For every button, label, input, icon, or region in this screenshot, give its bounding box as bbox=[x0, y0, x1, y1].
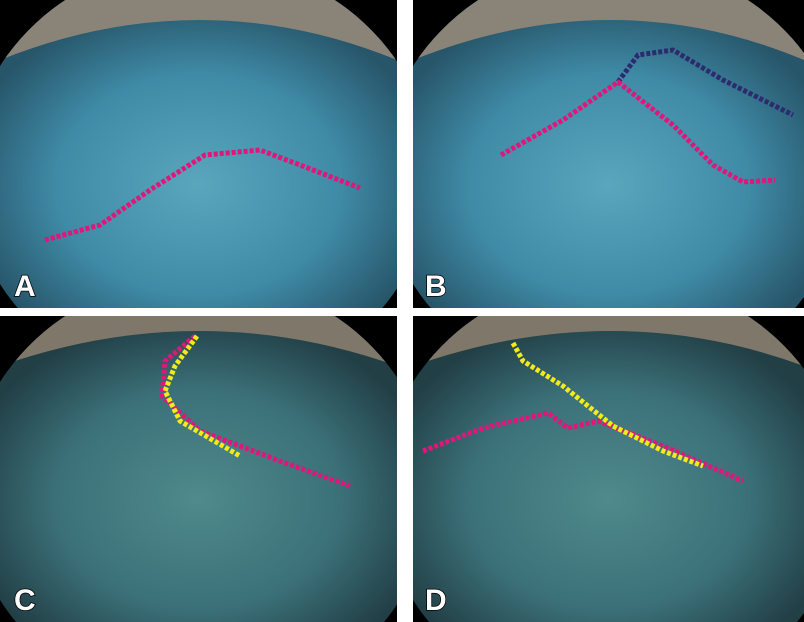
panel-label: A bbox=[14, 270, 36, 303]
figure: A B C D bbox=[0, 0, 804, 622]
panel-label: B bbox=[425, 270, 447, 303]
panel-label: D bbox=[425, 584, 447, 617]
panel-c: C bbox=[0, 316, 397, 622]
panel-label: C bbox=[14, 584, 36, 617]
panel-a: A bbox=[0, 0, 397, 308]
panel-d: D bbox=[413, 316, 804, 622]
panel-b: B bbox=[413, 0, 804, 308]
